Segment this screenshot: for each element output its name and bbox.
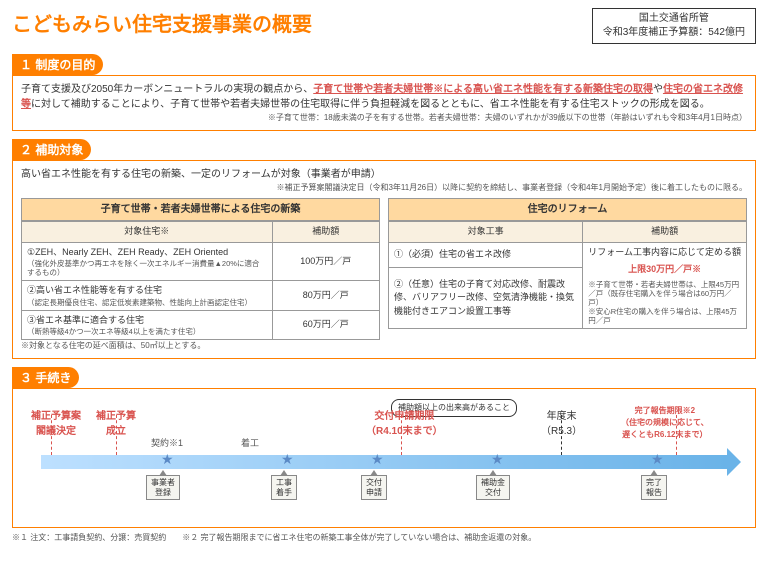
tl-box-4: 補助金 交付 (476, 475, 510, 500)
section1-body: 子育て支援及び2050年カーボンニュートラルの実現の観点から、子育て世帯や若者夫… (12, 75, 756, 131)
s1-text-c: や (653, 84, 663, 95)
tl-box-5: 完了 報告 (641, 475, 667, 500)
reform-table: 対象工事補助額 ①（必須）住宅の省エネ改修 リフォーム工事内容に応じて定める額 … (388, 221, 747, 329)
th-r2: 補助額 (583, 222, 747, 243)
new-build-table: 対象住宅※補助額 ①ZEH、Nearly ZEH、ZEH Ready、ZEH O… (21, 221, 380, 340)
row1-name: ①ZEH、Nearly ZEH、ZEH Ready、ZEH Oriented (27, 247, 228, 257)
s2-left-col: 子育て世帯・若者夫婦世帯による住宅の新築 対象住宅※補助額 ①ZEH、Nearl… (21, 198, 380, 352)
th-r1: 対象工事 (389, 222, 583, 243)
timeline-arrow (41, 455, 727, 469)
th-l1: 対象住宅※ (22, 222, 273, 243)
star-icon: ★ (371, 449, 384, 470)
table-row: ①（必須）住宅の省エネ改修 リフォーム工事内容に応じて定める額 上限30万円／戸… (389, 242, 747, 268)
section3-body: 補助額以上の出来高があること 補正予算案 閣議決定 補正予算 成立 交付申請期限… (12, 388, 756, 528)
row2-name: ②高い省エネ性能等を有する住宅 (27, 285, 162, 295)
right-r2: ②（任意）住宅の子育て対応改修、耐震改修、バリアフリー改修、空気清浄機能・換気機… (389, 268, 583, 328)
dashed-line (401, 415, 402, 455)
star-icon: ★ (161, 449, 174, 470)
section1-heading: １ 制度の目的 (12, 54, 103, 75)
header-info-box: 国土交通省所管 令和3年度補正予算額：542億円 (592, 8, 756, 44)
dashed-line (676, 415, 677, 455)
star-icon: ★ (651, 449, 664, 470)
tl-box-1: 事業者 登録 (146, 475, 180, 500)
table-row: ②高い省エネ性能等を有する住宅 （認定長期優良住宅、認定低炭素建築物、性能向上計画… (22, 281, 380, 311)
section2-heading: ２ 補助対象 (12, 139, 91, 160)
right-amt-cell: リフォーム工事内容に応じて定める額 上限30万円／戸※ ※子育て世帯・若者夫婦世… (583, 242, 747, 328)
tl-label-3: 交付申請期限 （R4.10末まで） (366, 409, 443, 439)
star-icon: ★ (491, 449, 504, 470)
s2-lead-note: ※補正予算案閣議決定日（令和3年11月26日）以降に契約を締結し、事業者登録（令… (21, 182, 747, 194)
seg-label-2: 着工 (241, 437, 259, 451)
s2-right-header: 住宅のリフォーム (388, 198, 747, 221)
row1-sub: （強化外皮基準かつ再エネを除く一次エネルギー消費量▲20%に適合するもの） (27, 259, 267, 277)
right-amt1: リフォーム工事内容に応じて定める額 (588, 246, 741, 260)
footer-note: ※１ 注文：工事請負契約、分譲：売買契約 ※２ 完了報告期限までに省エネ住宅の新… (12, 532, 756, 543)
th-l2: 補助額 (272, 222, 379, 243)
tl-label-5: 完了報告期限※2 （住宅の規模に応じて、 遅くともR6.12末まで） (621, 405, 709, 441)
tl-label-1: 補正予算案 閣議決定 (31, 409, 81, 439)
page-title: こどもみらい住宅支援事業の概要 (12, 8, 312, 37)
s1-text-e: に対して補助することにより、子育て世帯や若者夫婦世帯の住宅取得に伴う負担軽減を図… (31, 99, 710, 110)
row3-amt: 60万円／戸 (272, 310, 379, 340)
s2-lead: 高い省エネ性能を有する住宅の新築、一定のリフォームが対象（事業者が申請） (21, 167, 747, 182)
section3-heading: ３ 手続き (12, 367, 79, 388)
row3-name: ③省エネ基準に適合する住宅 (27, 315, 144, 325)
right-amt2: 上限30万円／戸※ (588, 263, 741, 277)
tl-box-2: 工事 着手 (271, 475, 297, 500)
section2-body: 高い省エネ性能を有する住宅の新築、一定のリフォームが対象（事業者が申請） ※補正… (12, 160, 756, 359)
tl-box-3: 交付 申請 (361, 475, 387, 500)
table-row: ①ZEH、Nearly ZEH、ZEH Ready、ZEH Oriented （強… (22, 242, 380, 281)
row2-amt: 80万円／戸 (272, 281, 379, 311)
s1-note: ※子育て世帯：18歳未満の子を有する世帯。若者夫婦世帯：夫婦のいずれかが39歳以… (21, 112, 747, 124)
s2-left-foot: ※対象となる住宅の延べ面積は、50㎡以上とする。 (21, 340, 380, 352)
row2-sub: （認定長期優良住宅、認定低炭素建築物、性能向上計画認定住宅） (27, 298, 267, 307)
row3-sub: （断熱等級4かつ一次エネ等級4以上を満たす住宅） (27, 327, 267, 336)
header-box-line2: 令和3年度補正予算額：542億円 (603, 26, 745, 40)
table-row: ③省エネ基準に適合する住宅 （断熱等級4かつ一次エネ等級4以上を満たす住宅） 60万… (22, 310, 380, 340)
row1-amt: 100万円／戸 (272, 242, 379, 281)
right-amt-note: ※子育て世帯・若者夫婦世帯は、上限45万円／戸（既存住宅購入を伴う場合は60万円… (588, 280, 741, 325)
s2-left-header: 子育て世帯・若者夫婦世帯による住宅の新築 (21, 198, 380, 221)
header-box-line1: 国土交通省所管 (603, 12, 745, 26)
dashed-line (561, 415, 562, 455)
right-r1: ①（必須）住宅の省エネ改修 (389, 242, 583, 268)
dashed-line (116, 415, 117, 455)
s1-text-a: 子育て支援及び2050年カーボンニュートラルの実現の観点から、 (21, 84, 313, 95)
s1-highlight-1: 子育て世帯や若者夫婦世帯※による高い省エネ性能を有する新築住宅の取得 (313, 84, 653, 95)
star-icon: ★ (281, 449, 294, 470)
dashed-line (51, 415, 52, 455)
timeline: 補助額以上の出来高があること 補正予算案 閣議決定 補正予算 成立 交付申請期限… (21, 405, 747, 525)
s2-right-col: 住宅のリフォーム 対象工事補助額 ①（必須）住宅の省エネ改修 リフォーム工事内容… (388, 198, 747, 352)
